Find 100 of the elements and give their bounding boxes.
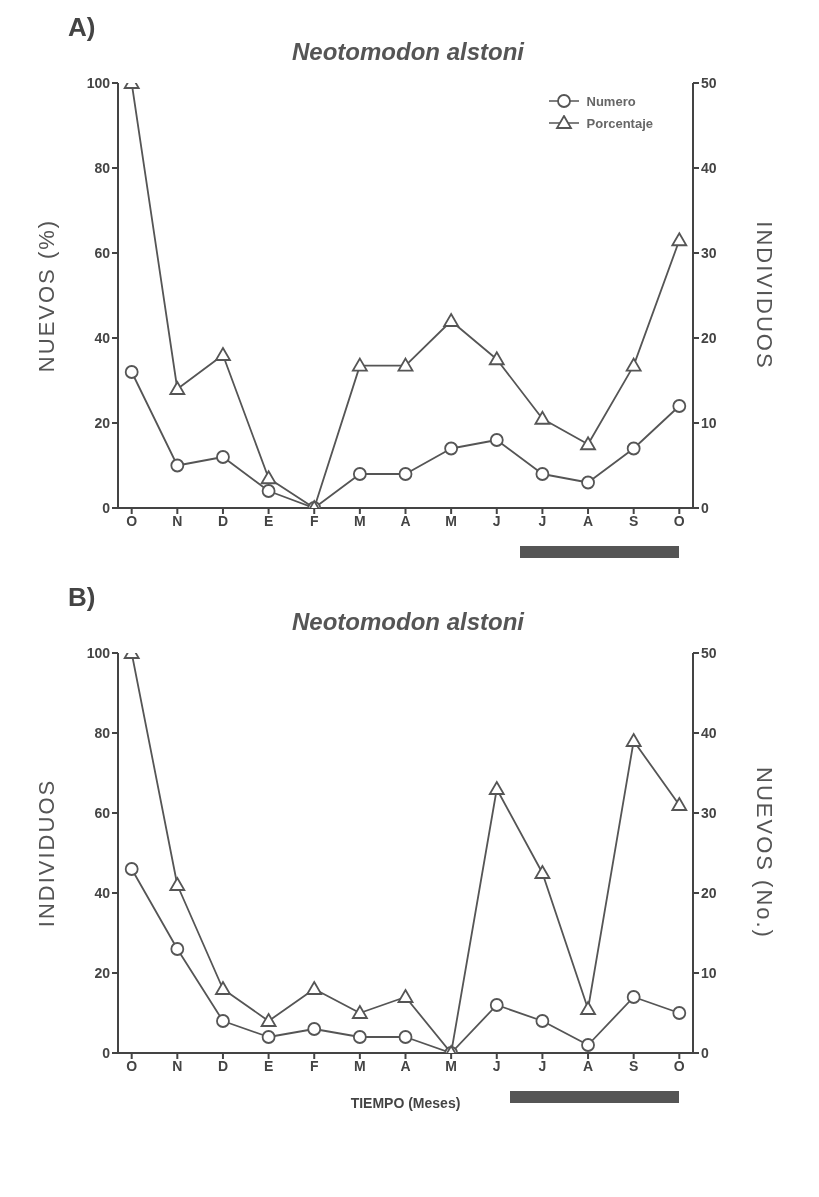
y-tick-label: 100 xyxy=(86,644,111,661)
point xyxy=(124,862,139,876)
x-axis-title: TIEMPO (Meses) xyxy=(350,1095,461,1111)
y2-tick-label: 40 xyxy=(701,159,717,176)
x-tick-label: S xyxy=(629,1057,639,1074)
x-tick-label: A xyxy=(400,1057,411,1074)
x-tick-label: A xyxy=(582,512,594,529)
point xyxy=(170,458,185,473)
point xyxy=(306,981,323,995)
x-tick-label: J xyxy=(538,1057,547,1074)
x-tick-label: O xyxy=(673,512,685,529)
legend-label: Numero xyxy=(586,93,636,109)
x-tick-label: E xyxy=(263,512,274,529)
point xyxy=(215,981,231,995)
y-tick-label: 0 xyxy=(102,1044,111,1061)
y2-tick-label: 50 xyxy=(701,74,717,91)
x-tick-label: J xyxy=(492,512,501,529)
y-axis-title: NUEVOS (%) xyxy=(33,218,59,373)
chart-title: Neotomodon alstoni xyxy=(292,38,524,65)
point xyxy=(535,1014,550,1028)
x-tick-label: E xyxy=(263,1057,274,1074)
y2-tick-label: 20 xyxy=(701,884,717,901)
x-tick-label: A xyxy=(400,512,411,529)
point xyxy=(581,475,595,490)
point xyxy=(671,797,688,811)
point xyxy=(625,733,642,747)
y-tick-label: 20 xyxy=(94,414,111,431)
x-tick-label: M xyxy=(354,512,366,529)
point xyxy=(170,942,185,956)
x-tick-label: M xyxy=(445,1057,457,1074)
point xyxy=(443,313,460,327)
y-tick-label: 80 xyxy=(94,724,111,741)
point xyxy=(260,1013,277,1027)
point xyxy=(625,357,642,372)
y-tick-label: 100 xyxy=(86,74,111,91)
x-tick-label: J xyxy=(492,1057,501,1074)
y-tick-label: 60 xyxy=(94,244,111,261)
point xyxy=(351,357,368,372)
point xyxy=(444,441,459,456)
point xyxy=(580,1001,596,1015)
legend-label: Porcentaje xyxy=(586,115,653,131)
point xyxy=(534,865,551,879)
chart-title: Neotomodon alstoni xyxy=(292,608,524,635)
point xyxy=(488,781,505,795)
point xyxy=(626,441,641,456)
point xyxy=(489,998,504,1012)
y2-tick-label: 40 xyxy=(701,724,717,741)
point xyxy=(261,484,276,498)
x-tick-label: N xyxy=(172,512,183,529)
point xyxy=(672,399,687,413)
x-tick-label: D xyxy=(217,1057,229,1074)
point xyxy=(626,990,641,1004)
point xyxy=(580,436,596,451)
point xyxy=(261,1030,276,1044)
y2-tick-label: 0 xyxy=(701,1044,709,1061)
point xyxy=(672,1006,687,1020)
y2-tick-label: 30 xyxy=(701,804,717,821)
point xyxy=(398,467,413,481)
x-tick-label: F xyxy=(309,1057,319,1074)
y2-tick-label: 0 xyxy=(701,499,709,516)
point xyxy=(215,347,231,361)
y2-axis-title: NUEVOS (No.) xyxy=(752,767,778,939)
point xyxy=(124,365,139,379)
y-tick-label: 60 xyxy=(94,804,111,821)
y-tick-label: 20 xyxy=(94,964,111,981)
y2-tick-label: 10 xyxy=(701,414,717,431)
y-tick-label: 40 xyxy=(94,329,111,346)
y2-tick-label: 30 xyxy=(701,244,717,261)
point xyxy=(352,467,367,481)
x-tick-label: N xyxy=(172,1057,183,1074)
x-tick-label: O xyxy=(126,512,138,529)
point xyxy=(169,381,186,395)
y2-axis-title: INDIVIDUOS xyxy=(752,221,778,370)
point xyxy=(534,410,551,425)
x-tick-label: A xyxy=(582,1057,594,1074)
point xyxy=(671,232,688,247)
point xyxy=(307,1022,322,1036)
y2-tick-label: 50 xyxy=(701,644,717,661)
x-tick-label: S xyxy=(629,512,639,529)
x-tick-label: O xyxy=(673,1057,685,1074)
point xyxy=(397,989,414,1003)
x-tick-label: O xyxy=(126,1057,138,1074)
point xyxy=(488,351,505,366)
x-tick-label: M xyxy=(354,1057,366,1074)
point xyxy=(352,1030,367,1044)
y2-tick-label: 20 xyxy=(701,329,717,346)
point xyxy=(260,470,277,485)
point xyxy=(216,1014,230,1028)
y-tick-label: 0 xyxy=(102,499,111,516)
point xyxy=(489,433,504,447)
point xyxy=(397,357,414,372)
text: A) xyxy=(68,12,96,43)
y-axis-title: INDIVIDUOS xyxy=(33,778,59,928)
x-tick-label: J xyxy=(538,512,547,529)
point xyxy=(216,450,230,464)
point xyxy=(535,467,550,481)
point xyxy=(169,877,186,891)
point xyxy=(581,1038,595,1052)
point xyxy=(398,1030,413,1044)
x-tick-label: M xyxy=(445,512,457,529)
